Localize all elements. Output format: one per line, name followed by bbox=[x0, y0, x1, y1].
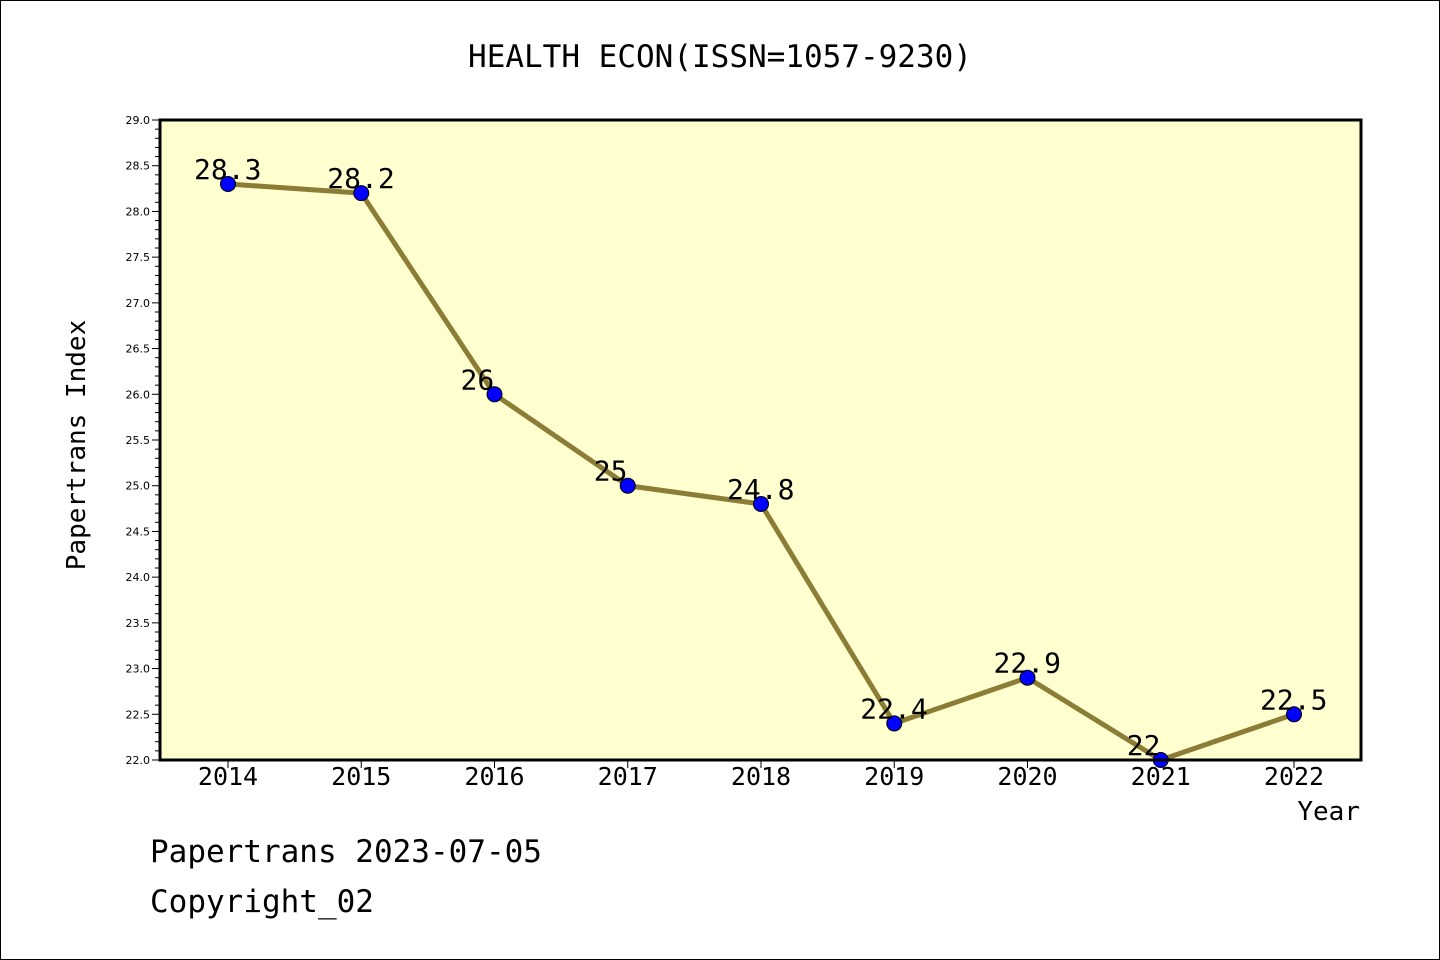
data-label: 22.5 bbox=[1260, 683, 1327, 716]
x-tick-label: 2017 bbox=[598, 762, 658, 791]
data-point bbox=[353, 185, 370, 202]
data-points bbox=[220, 176, 1302, 768]
footer-copyright: Copyright_02 bbox=[150, 884, 374, 920]
data-label: 25 bbox=[594, 455, 628, 488]
data-label: 24.8 bbox=[727, 473, 794, 506]
x-tick-label: 2015 bbox=[331, 762, 391, 791]
plot-area bbox=[160, 120, 1361, 760]
data-point bbox=[886, 715, 903, 732]
x-tick-label: 2020 bbox=[997, 762, 1057, 791]
data-label: 22.4 bbox=[860, 692, 927, 725]
y-tick-label: 25.5 bbox=[126, 434, 151, 447]
data-point bbox=[753, 496, 769, 512]
x-tick-label: 2018 bbox=[731, 762, 791, 791]
data-point bbox=[1019, 669, 1036, 686]
y-tick-label: 22.0 bbox=[126, 754, 151, 767]
y-tick-label: 29.0 bbox=[126, 114, 151, 127]
y-tick-label: 26.0 bbox=[126, 388, 151, 401]
plot-border bbox=[158, 118, 1363, 762]
y-tick-label: 28.0 bbox=[126, 205, 151, 218]
data-point bbox=[619, 477, 636, 494]
y-tick-label: 28.5 bbox=[126, 160, 151, 173]
data-label: 22 bbox=[1127, 729, 1161, 762]
x-axis-label: Year bbox=[1297, 797, 1360, 827]
y-tick-label: 27.5 bbox=[126, 251, 151, 264]
y-tick-label: 23.5 bbox=[126, 617, 151, 630]
footer-date: Papertrans 2023-07-05 bbox=[150, 834, 542, 870]
x-axis: 2014 2015 2016 2017 2018 2019 2020 2021 2022 bbox=[198, 760, 1324, 791]
y-tick-label: 23.0 bbox=[126, 663, 151, 676]
y-axis: 22.0 22.5 23.0 23.5 24.0 24.5 25.0 25.5 26.0 26.5… bbox=[126, 114, 160, 767]
y-tick-label: 25.0 bbox=[126, 480, 151, 493]
x-tick-label: 2014 bbox=[198, 762, 258, 791]
y-tick-label: 27.0 bbox=[126, 297, 151, 310]
data-point bbox=[220, 176, 236, 192]
x-tick-label: 2019 bbox=[864, 762, 924, 791]
data-labels: 28.3 28.2 26 25 24.8 22.4 22.9 22 22.5 bbox=[194, 153, 1327, 762]
y-tick-label: 24.5 bbox=[126, 525, 151, 538]
x-tick-label: 2022 bbox=[1264, 762, 1324, 791]
data-label: 26 bbox=[461, 363, 495, 396]
chart-title: HEALTH ECON(ISSN=1057-9230) bbox=[468, 39, 972, 75]
data-point bbox=[1286, 706, 1302, 723]
y-tick-label: 24.0 bbox=[126, 571, 151, 584]
data-label: 28.2 bbox=[327, 162, 394, 195]
data-point bbox=[486, 386, 503, 403]
data-label: 28.3 bbox=[194, 153, 261, 186]
y-tick-label: 22.5 bbox=[126, 708, 151, 721]
data-label: 22.9 bbox=[994, 647, 1061, 680]
x-tick-label: 2016 bbox=[464, 762, 524, 791]
y-tick-label: 26.5 bbox=[126, 343, 151, 356]
y-axis-label: Papertrans Index bbox=[62, 320, 92, 570]
